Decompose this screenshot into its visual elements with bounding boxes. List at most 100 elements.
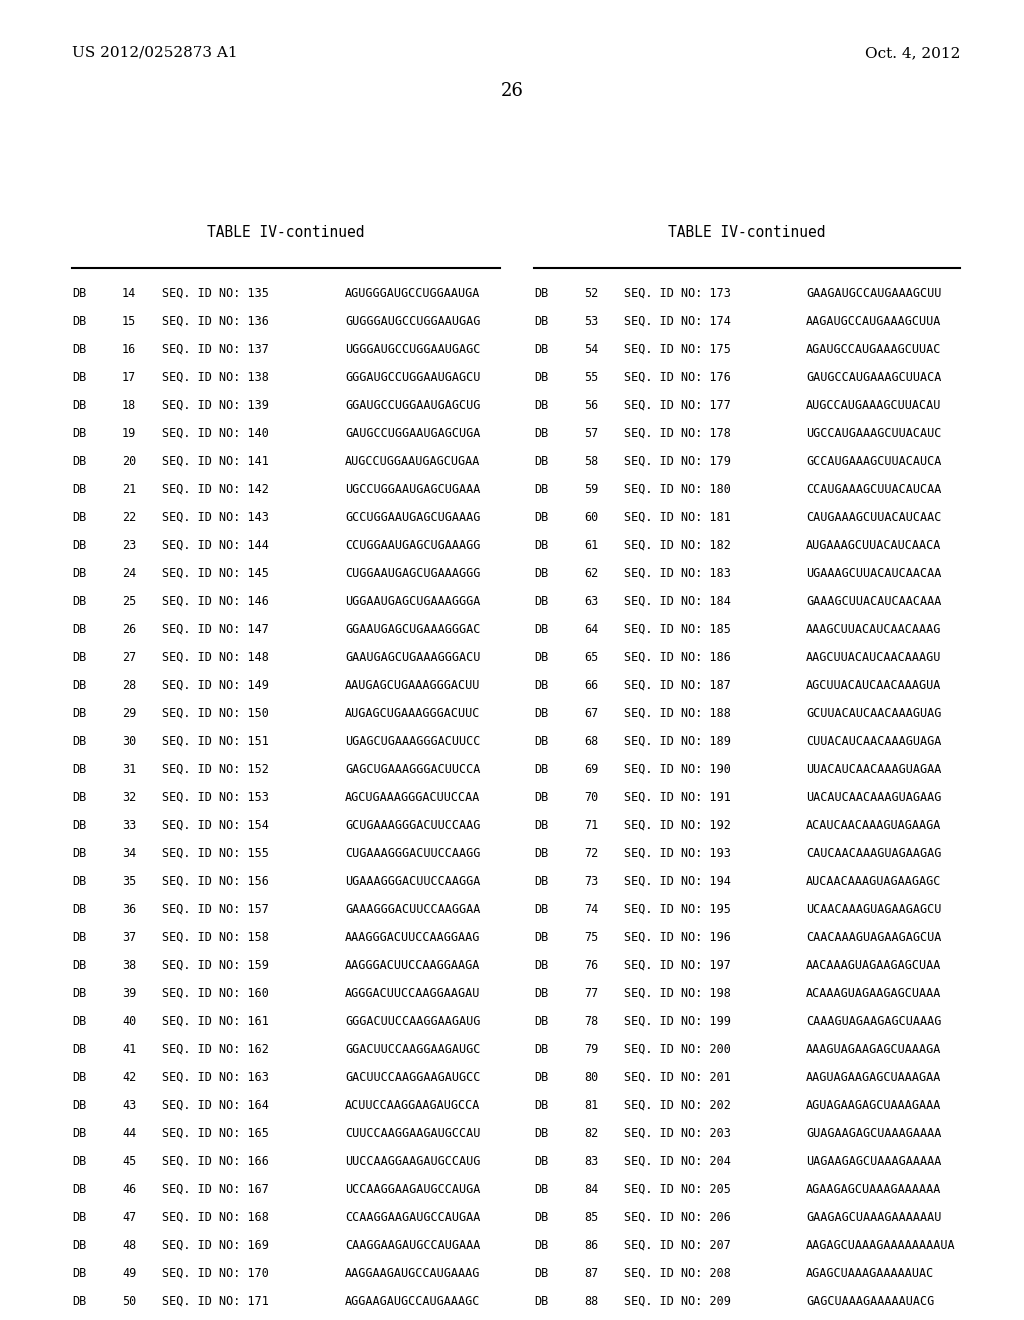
- Text: SEQ. ID NO: 199: SEQ. ID NO: 199: [624, 1015, 731, 1028]
- Text: DB: DB: [72, 399, 86, 412]
- Text: SEQ. ID NO: 197: SEQ. ID NO: 197: [624, 960, 731, 972]
- Text: 88: 88: [584, 1295, 598, 1308]
- Text: Oct. 4, 2012: Oct. 4, 2012: [864, 46, 961, 59]
- Text: SEQ. ID NO: 200: SEQ. ID NO: 200: [624, 1043, 731, 1056]
- Text: DB: DB: [534, 1155, 548, 1168]
- Text: DB: DB: [534, 539, 548, 552]
- Text: SEQ. ID NO: 182: SEQ. ID NO: 182: [624, 539, 731, 552]
- Text: 55: 55: [584, 371, 598, 384]
- Text: 66: 66: [584, 678, 598, 692]
- Text: AGUAGAAGAGCUAAAGAAA: AGUAGAAGAGCUAAAGAAA: [806, 1100, 941, 1111]
- Text: 27: 27: [122, 651, 136, 664]
- Text: GAAAGCUUACAUCAACAAA: GAAAGCUUACAUCAACAAA: [806, 595, 941, 609]
- Text: 30: 30: [122, 735, 136, 748]
- Text: DB: DB: [534, 286, 548, 300]
- Text: DB: DB: [72, 818, 86, 832]
- Text: GAUGCCUGGAAUGAGCUGA: GAUGCCUGGAAUGAGCUGA: [345, 426, 480, 440]
- Text: 60: 60: [584, 511, 598, 524]
- Text: AGAGCUAAAGAAAAAUAC: AGAGCUAAAGAAAAAUAC: [806, 1267, 934, 1280]
- Text: AGCUGAAAGGGACUUCCAA: AGCUGAAAGGGACUUCCAA: [345, 791, 480, 804]
- Text: AACAAAGUAGAAGAGCUAA: AACAAAGUAGAAGAGCUAA: [806, 960, 941, 972]
- Text: UGAAAGCUUACAUCAACAA: UGAAAGCUUACAUCAACAA: [806, 568, 941, 579]
- Text: DB: DB: [534, 315, 548, 327]
- Text: DB: DB: [72, 286, 86, 300]
- Text: GAAGAUGCCAUGAAAGCUU: GAAGAUGCCAUGAAAGCUU: [806, 286, 941, 300]
- Text: AGCUUACAUCAACAAAGUA: AGCUUACAUCAACAAAGUA: [806, 678, 941, 692]
- Text: ACAUCAACAAAGUAGAAGA: ACAUCAACAAAGUAGAAGA: [806, 818, 941, 832]
- Text: CCAUGAAAGCUUACAUCAA: CCAUGAAAGCUUACAUCAA: [806, 483, 941, 496]
- Text: 43: 43: [122, 1100, 136, 1111]
- Text: CCAAGGAAGAUGCCAUGAA: CCAAGGAAGAUGCCAUGAA: [345, 1210, 480, 1224]
- Text: SEQ. ID NO: 178: SEQ. ID NO: 178: [624, 426, 731, 440]
- Text: DB: DB: [72, 1043, 86, 1056]
- Text: DB: DB: [534, 960, 548, 972]
- Text: SEQ. ID NO: 161: SEQ. ID NO: 161: [162, 1015, 269, 1028]
- Text: AUCAACAAAGUAGAAGAGC: AUCAACAAAGUAGAAGAGC: [806, 875, 941, 888]
- Text: SEQ. ID NO: 164: SEQ. ID NO: 164: [162, 1100, 269, 1111]
- Text: DB: DB: [534, 1043, 548, 1056]
- Text: UGCCAUGAAAGCUUACAUC: UGCCAUGAAAGCUUACAUC: [806, 426, 941, 440]
- Text: UCCAAGGAAGAUGCCAUGA: UCCAAGGAAGAUGCCAUGA: [345, 1183, 480, 1196]
- Text: GGAAUGAGCUGAAAGGGAC: GGAAUGAGCUGAAAGGGAC: [345, 623, 480, 636]
- Text: 74: 74: [584, 903, 598, 916]
- Text: SEQ. ID NO: 204: SEQ. ID NO: 204: [624, 1155, 731, 1168]
- Text: DB: DB: [72, 539, 86, 552]
- Text: AAGUAGAAGAGCUAAAGAA: AAGUAGAAGAGCUAAAGAA: [806, 1071, 941, 1084]
- Text: SEQ. ID NO: 149: SEQ. ID NO: 149: [162, 678, 269, 692]
- Text: AAGGGACUUCCAAGGAAGA: AAGGGACUUCCAAGGAAGA: [345, 960, 480, 972]
- Text: GAGCUGAAAGGGACUUCCA: GAGCUGAAAGGGACUUCCA: [345, 763, 480, 776]
- Text: 14: 14: [122, 286, 136, 300]
- Text: GGGAUGCCUGGAAUGAGCU: GGGAUGCCUGGAAUGAGCU: [345, 371, 480, 384]
- Text: DB: DB: [72, 1239, 86, 1251]
- Text: CAUGAAAGCUUACAUCAAC: CAUGAAAGCUUACAUCAAC: [806, 511, 941, 524]
- Text: CUUCCAAGGAAGAUGCCAU: CUUCCAAGGAAGAUGCCAU: [345, 1127, 480, 1140]
- Text: 16: 16: [122, 343, 136, 356]
- Text: 24: 24: [122, 568, 136, 579]
- Text: 79: 79: [584, 1043, 598, 1056]
- Text: CAACAAAGUAGAAGAGCUA: CAACAAAGUAGAAGAGCUA: [806, 931, 941, 944]
- Text: DB: DB: [534, 1210, 548, 1224]
- Text: DB: DB: [72, 371, 86, 384]
- Text: UAGAAGAGCUAAAGAAAAA: UAGAAGAGCUAAAGAAAAA: [806, 1155, 941, 1168]
- Text: DB: DB: [72, 1127, 86, 1140]
- Text: 87: 87: [584, 1267, 598, 1280]
- Text: SEQ. ID NO: 156: SEQ. ID NO: 156: [162, 875, 269, 888]
- Text: AAUGAGCUGAAAGGGACUU: AAUGAGCUGAAAGGGACUU: [345, 678, 480, 692]
- Text: GGACUUCCAAGGAAGAUGC: GGACUUCCAAGGAAGAUGC: [345, 1043, 480, 1056]
- Text: GAAGAGCUAAAGAAAAAAU: GAAGAGCUAAAGAAAAAAU: [806, 1210, 941, 1224]
- Text: SEQ. ID NO: 146: SEQ. ID NO: 146: [162, 595, 269, 609]
- Text: SEQ. ID NO: 171: SEQ. ID NO: 171: [162, 1295, 269, 1308]
- Text: DB: DB: [72, 1210, 86, 1224]
- Text: TABLE IV-continued: TABLE IV-continued: [669, 224, 825, 240]
- Text: DB: DB: [534, 818, 548, 832]
- Text: SEQ. ID NO: 206: SEQ. ID NO: 206: [624, 1210, 731, 1224]
- Text: 75: 75: [584, 931, 598, 944]
- Text: DB: DB: [534, 1295, 548, 1308]
- Text: 77: 77: [584, 987, 598, 1001]
- Text: SEQ. ID NO: 192: SEQ. ID NO: 192: [624, 818, 731, 832]
- Text: 26: 26: [501, 82, 523, 100]
- Text: DB: DB: [72, 708, 86, 719]
- Text: SEQ. ID NO: 138: SEQ. ID NO: 138: [162, 371, 269, 384]
- Text: 54: 54: [584, 343, 598, 356]
- Text: UCAACAAAGUAGAAGAGCU: UCAACAAAGUAGAAGAGCU: [806, 903, 941, 916]
- Text: CUGAAAGGGACUUCCAAGG: CUGAAAGGGACUUCCAAGG: [345, 847, 480, 861]
- Text: DB: DB: [534, 483, 548, 496]
- Text: SEQ. ID NO: 170: SEQ. ID NO: 170: [162, 1267, 269, 1280]
- Text: SEQ. ID NO: 142: SEQ. ID NO: 142: [162, 483, 269, 496]
- Text: DB: DB: [534, 399, 548, 412]
- Text: 21: 21: [122, 483, 136, 496]
- Text: SEQ. ID NO: 185: SEQ. ID NO: 185: [624, 623, 731, 636]
- Text: SEQ. ID NO: 179: SEQ. ID NO: 179: [624, 455, 731, 469]
- Text: 40: 40: [122, 1015, 136, 1028]
- Text: UGGAAUGAGCUGAAAGGGA: UGGAAUGAGCUGAAAGGGA: [345, 595, 480, 609]
- Text: AAAGUAGAAGAGCUAAAGA: AAAGUAGAAGAGCUAAAGA: [806, 1043, 941, 1056]
- Text: SEQ. ID NO: 207: SEQ. ID NO: 207: [624, 1239, 731, 1251]
- Text: 46: 46: [122, 1183, 136, 1196]
- Text: 28: 28: [122, 678, 136, 692]
- Text: AGGAAGAUGCCAUGAAAGC: AGGAAGAUGCCAUGAAAGC: [345, 1295, 480, 1308]
- Text: DB: DB: [534, 987, 548, 1001]
- Text: SEQ. ID NO: 173: SEQ. ID NO: 173: [624, 286, 731, 300]
- Text: DB: DB: [534, 1015, 548, 1028]
- Text: 22: 22: [122, 511, 136, 524]
